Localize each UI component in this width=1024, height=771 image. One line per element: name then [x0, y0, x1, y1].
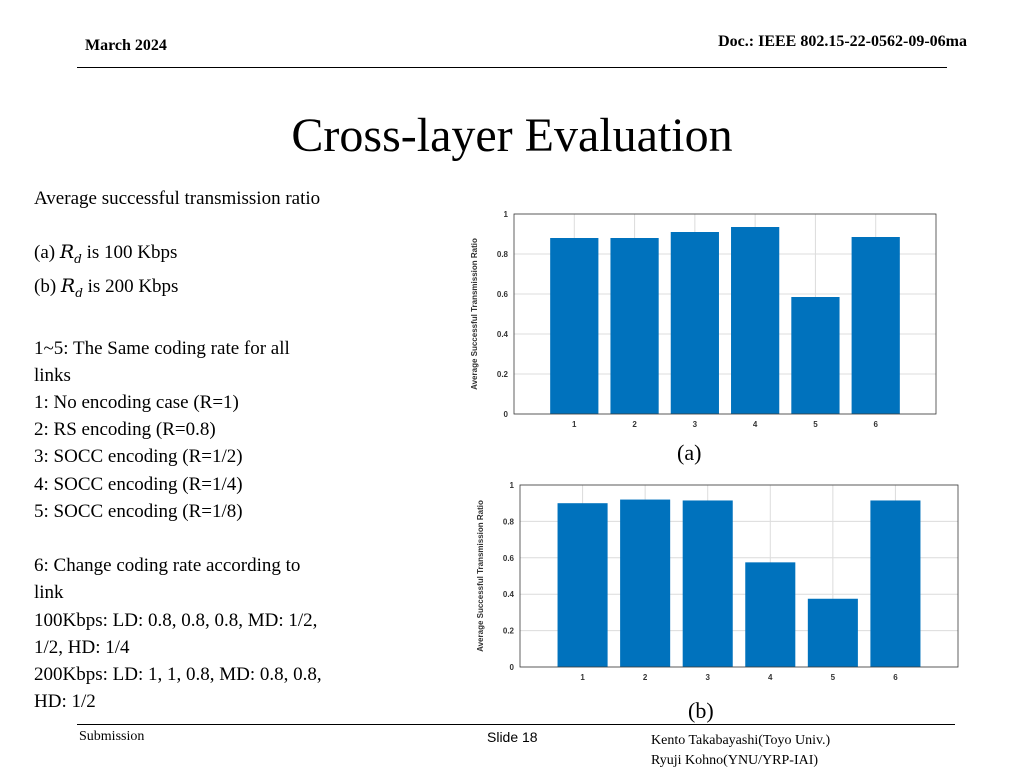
footer-submission: Submission [79, 729, 145, 744]
slide-title: Cross-layer Evaluation [291, 109, 733, 162]
bar [851, 237, 900, 414]
x-tick-label: 5 [813, 420, 818, 429]
y-tick-label: 0.2 [497, 370, 509, 379]
rate-200k-line-1: 200Kbps: LD: 1, 1, 0.8, MD: 0.8, 0.8, [34, 664, 322, 685]
x-tick-label: 2 [632, 420, 637, 429]
blank-line [34, 212, 434, 239]
case-4-line: 4: SOCC encoding (R=1/4) [34, 473, 243, 495]
bar-chart-b: 0 0.2 0.4 0.6 0.8 1 1 2 3 4 5 6 Average Successful T… [476, 481, 959, 682]
y-tick-label: 0 [510, 663, 515, 672]
x-tick-label: 1 [572, 420, 577, 429]
x-tick-label: 5 [831, 673, 836, 682]
blank-line [34, 307, 434, 334]
header-date: March 2024 [85, 37, 167, 54]
description-text: Average successful transmission ratio (a… [34, 185, 434, 715]
footer-authors: Kento Takabayashi(Toyo Univ.) Ryuji Kohn… [651, 731, 830, 771]
bar-chart-a: 0 0.2 0.4 0.6 0.8 1 1 2 3 4 5 6 Average Successful T… [470, 210, 937, 429]
case-a-suffix: is 100 Kbps [81, 242, 178, 264]
y-tick-label: 1 [510, 481, 515, 490]
bar [670, 232, 719, 414]
y-axis-label: Average Successful Transmission Ratio [470, 238, 479, 390]
case-a-prefix: (a) [34, 242, 60, 264]
bar [550, 238, 599, 414]
x-tick-label: 6 [873, 420, 878, 429]
bar [807, 598, 858, 667]
rate-symbol: Rd [60, 275, 83, 301]
same-rate-line-2: links [34, 364, 71, 386]
description-heading: Average successful transmission ratio [34, 188, 321, 209]
axes-box [519, 484, 959, 668]
rate-symbol: Rd [59, 241, 82, 267]
x-tick-label: 3 [705, 673, 710, 682]
rate-200k-line-2: HD: 1/2 [34, 691, 96, 713]
case-5-line: 5: SOCC encoding (R=1/8) [34, 500, 243, 522]
x-tick-label: 6 [893, 673, 898, 682]
y-tick-label: 0.2 [503, 627, 515, 636]
rate-100k-line-1: 100Kbps: LD: 0.8, 0.8, 0.8, MD: 1/2, [34, 609, 318, 631]
axes-box [513, 213, 937, 415]
x-tick-label: 2 [643, 673, 648, 682]
footer-rule [77, 724, 955, 725]
x-tick-label: 3 [693, 420, 698, 429]
rate-symbol-sub: d [74, 252, 82, 267]
x-tick-label: 4 [753, 420, 758, 429]
bar [791, 297, 840, 414]
case-b-line: (b) Rd is 200 Kbps [34, 273, 434, 307]
slide-number: Slide 18 [487, 729, 538, 745]
case-3-line: 3: SOCC encoding (R=1/2) [34, 446, 243, 468]
bar [745, 562, 796, 667]
header-rule [77, 67, 947, 68]
case-a-line: (a) Rd is 100 Kbps [34, 239, 434, 273]
y-tick-label: 0.4 [497, 330, 509, 339]
y-tick-label: 0 [504, 410, 509, 419]
y-axis-label: Average Successful Transmission Ratio [476, 500, 485, 652]
x-tick-label: 1 [580, 673, 585, 682]
bar [620, 499, 671, 667]
caption-a: (a) [677, 440, 702, 465]
y-tick-label: 0.8 [497, 250, 509, 259]
y-tick-label: 0.6 [497, 290, 509, 299]
author-1: Kento Takabayashi(Toyo Univ.) [651, 733, 831, 748]
rate-symbol-base: R [59, 241, 75, 264]
bar [870, 500, 921, 667]
y-tick-label: 0.8 [503, 517, 515, 526]
y-tick-label: 0.6 [503, 554, 515, 563]
bar [557, 503, 608, 667]
y-tick-label: 0.4 [503, 590, 515, 599]
case-1-line: 1: No encoding case (R=1) [34, 391, 239, 413]
rate-100k-line-2: 1/2, HD: 1/4 [34, 636, 130, 658]
change-rate-line-1: 6: Change coding rate according to [34, 555, 301, 577]
author-2: Ryuji Kohno(YNU/YRP-IAI) [651, 753, 819, 768]
change-rate-line-2: link [34, 582, 64, 604]
rate-symbol-sub: d [75, 286, 83, 301]
header-doc-id: Doc.: IEEE 802.15-22-0562-09-06ma [718, 33, 967, 50]
x-tick-label: 4 [768, 673, 773, 682]
blank-line [34, 525, 434, 552]
y-tick-label: 1 [504, 210, 509, 219]
same-rate-line-1: 1~5: The Same coding rate for all [34, 337, 290, 359]
rate-symbol-base: R [60, 275, 76, 298]
bar [682, 500, 733, 667]
case-2-line: 2: RS encoding (R=0.8) [34, 419, 216, 441]
case-b-suffix: is 200 Kbps [82, 276, 179, 298]
bar [731, 227, 780, 414]
case-b-prefix: (b) [34, 276, 61, 298]
bar [610, 238, 659, 414]
caption-b: (b) [688, 698, 714, 723]
